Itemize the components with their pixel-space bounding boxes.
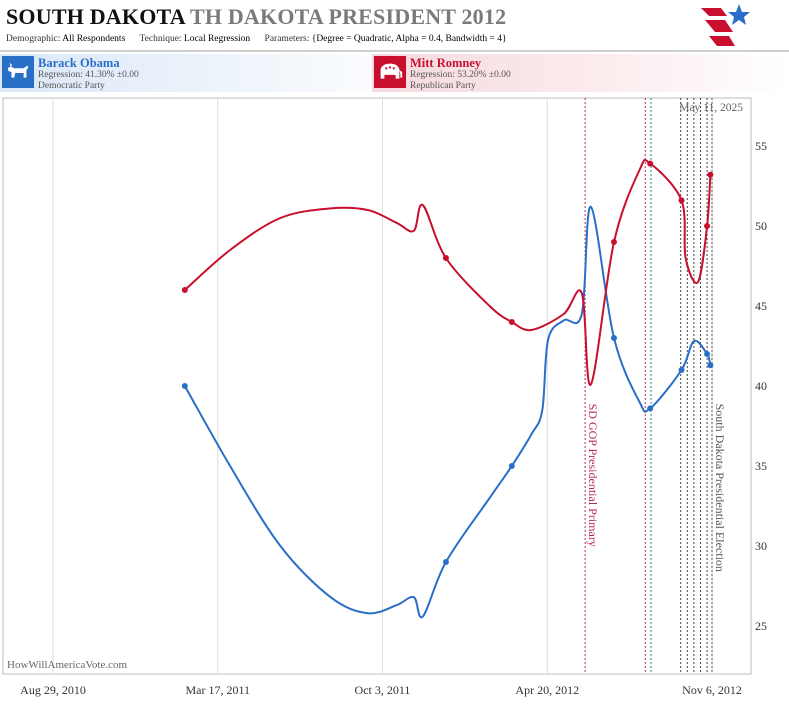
data-point-barack-obama (610, 335, 617, 341)
data-point-mitt-romney (678, 197, 685, 204)
x-gridlines (52, 98, 713, 674)
data-point-barack-obama (181, 383, 188, 389)
series-lines (181, 158, 714, 619)
y-tick-label: 30 (755, 539, 767, 553)
page-title: SOUTH DAKOTA TH DAKOTA PRESIDENT 2012 (6, 4, 506, 30)
x-axis-ticks: Aug 29, 2010 Mar 17, 2011 Oct 3, 2011 Apr 2… (20, 683, 742, 697)
x-tick-label: Nov 6, 2012 (682, 683, 742, 697)
title-race: TH DAKOTA PRESIDENT 2012 (189, 4, 507, 29)
candidate-party: Democratic Party (38, 81, 105, 91)
data-point-mitt-romney (181, 287, 188, 293)
plot-frame (2, 97, 752, 675)
technique-label: Technique: (139, 34, 182, 44)
parameters-label: Parameters: (264, 34, 310, 44)
demographic-value: All Respondents (62, 34, 126, 44)
data-point-barack-obama (647, 405, 654, 412)
y-axis-ticks: 25 30 35 40 45 50 55 (755, 139, 767, 633)
y-tick-label: 55 (755, 139, 767, 153)
series-line-mitt-romney (184, 158, 712, 386)
current-date-label: May 11, 2025 (679, 102, 743, 114)
chart-area: SD GOP Presidential Primary South Dakota … (0, 95, 789, 704)
data-point-barack-obama (678, 367, 685, 373)
x-tick-label: Aug 29, 2010 (20, 683, 86, 697)
republican-elephant-icon (374, 56, 406, 88)
chart-header: SOUTH DAKOTA TH DAKOTA PRESIDENT 2012 De… (0, 0, 789, 50)
candidate-romney[interactable]: Mitt Romney Regression: 53.20% ±0.00 Rep… (372, 54, 789, 92)
y-tick-label: 35 (755, 459, 767, 473)
technique-value: Local Regression (183, 34, 251, 44)
series-line-barack-obama (183, 205, 712, 619)
line-chart: SD GOP Presidential Primary South Dakota … (2, 97, 767, 697)
candidate-regression: Regression: 53.20% ±0.00 (410, 70, 511, 80)
data-point-barack-obama (442, 559, 449, 565)
data-point-barack-obama (704, 351, 711, 357)
demographic-label: Demographic: (6, 34, 61, 44)
data-point-barack-obama (508, 463, 515, 469)
candidate-obama[interactable]: Barack Obama Regression: 41.30% ±0.00 De… (0, 54, 420, 92)
democrat-donkey-icon (2, 56, 34, 88)
candidate-name: Barack Obama (38, 56, 120, 70)
event-markers: SD GOP Presidential Primary South Dakota … (584, 98, 727, 674)
site-logo-icon[interactable] (699, 2, 751, 48)
candidate-regression: Regression: 41.30% ±0.00 (38, 70, 139, 80)
x-tick-label: Oct 3, 2011 (355, 683, 411, 697)
x-tick-label: Mar 17, 2011 (185, 683, 250, 697)
data-point-mitt-romney (508, 319, 515, 325)
event-label: SD GOP Presidential Primary (586, 404, 600, 547)
data-point-mitt-romney (707, 171, 714, 178)
event-label: South Dakota Presidential Election (713, 404, 727, 572)
y-tick-label: 50 (755, 219, 767, 233)
x-tick-label: Apr 20, 2012 (515, 683, 579, 697)
header-divider (0, 50, 789, 52)
data-point-mitt-romney (442, 255, 449, 261)
y-tick-label: 25 (755, 619, 767, 633)
data-point-mitt-romney (704, 223, 711, 229)
chart-parameters: Demographic: All Respondents Technique: … (6, 34, 519, 44)
candidate-name: Mitt Romney (410, 56, 482, 70)
data-point-mitt-romney (610, 239, 617, 245)
y-tick-label: 45 (755, 299, 767, 313)
candidate-party: Republican Party (410, 81, 476, 91)
data-point-barack-obama (707, 362, 714, 369)
y-tick-label: 40 (755, 379, 767, 393)
data-point-mitt-romney (647, 160, 654, 167)
watermark: HowWillAmericaVote.com (7, 659, 127, 671)
parameters-value: {Degree = Quadratic, Alpha = 0.4, Bandwi… (311, 34, 507, 44)
title-state: SOUTH DAKOTA (6, 4, 185, 29)
